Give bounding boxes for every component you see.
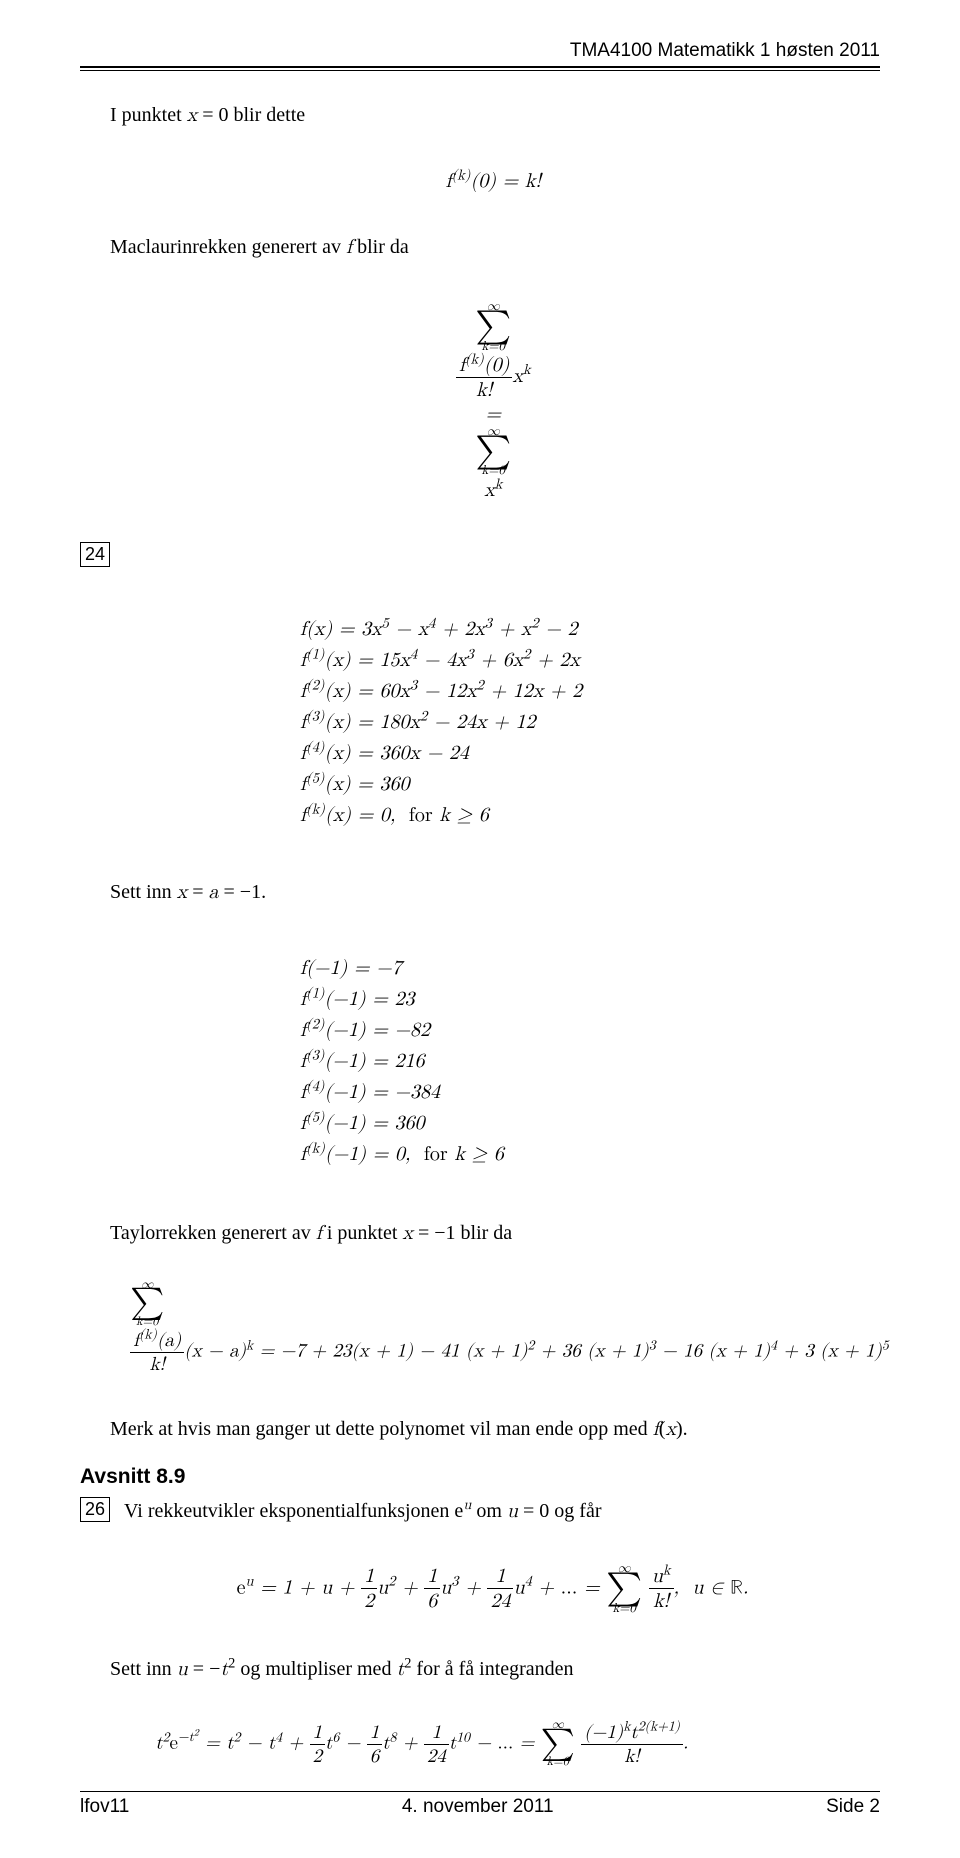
taylor-line: Taylorrekken generert av f i punktet x =… bbox=[80, 1219, 880, 1247]
eq-integrand: t2e−t2 = t2 − t4 + 12t6 − 16t8 + 124t10 … bbox=[80, 1697, 880, 1792]
values-at-minus1-block: f(−1) = −7 f(1)(−1) = 23 f(2)(−1) = −82 … bbox=[80, 922, 880, 1201]
problem-number-26: 26 bbox=[80, 1497, 110, 1522]
eq-exp-series: eu = 1 + u + 12u2 + 16u3 + 124u4 + … = ∞… bbox=[80, 1539, 880, 1639]
maclaurin-line: Maclaurinrekken generert av f blir da bbox=[80, 233, 880, 261]
footer-rule bbox=[80, 1791, 880, 1792]
vi-rekkeutvikler: Vi rekkeutvikler eksponentialfunksjonen … bbox=[124, 1497, 601, 1525]
derivatives-block: f(x) = 3x5 − x4 + 2x3 + x2 − 2 f(1)(x) =… bbox=[80, 583, 880, 862]
eq-taylor: ∞∑k=0 f(k)(a)k!(x − a)k = −7 + 23(x + 1)… bbox=[80, 1257, 880, 1399]
intro-line: I punktet x = 0 blir dette bbox=[80, 101, 880, 129]
footer-center: 4. november 2011 bbox=[402, 1796, 554, 1818]
sett-inn-u: Sett inn u = −t2 og multipliser med t2 f… bbox=[80, 1655, 880, 1683]
problem-number-24: 24 bbox=[80, 542, 110, 567]
eq-fk0: f(k)(0) = k! bbox=[80, 145, 880, 217]
eq-maclaurin-series: ∞∑k=0 f(k)(0)k!xk = ∞∑k=0 xk bbox=[80, 277, 880, 526]
footer-left: lfov11 bbox=[80, 1796, 129, 1818]
header-rule-thin bbox=[80, 70, 880, 71]
note-polynomial: Merk at hvis man ganger ut dette polynom… bbox=[80, 1415, 880, 1443]
sett-inn-a: Sett inn x = a = −1. bbox=[80, 878, 880, 906]
footer-right: Side 2 bbox=[826, 1796, 880, 1818]
header-rule-thick bbox=[80, 66, 880, 68]
page-header-course: TMA4100 Matematikk 1 høsten 2011 bbox=[80, 40, 880, 62]
page-footer: lfov11 4. november 2011 Side 2 bbox=[80, 1783, 880, 1818]
section-heading-8-9: Avsnitt 8.9 bbox=[80, 1465, 880, 1489]
